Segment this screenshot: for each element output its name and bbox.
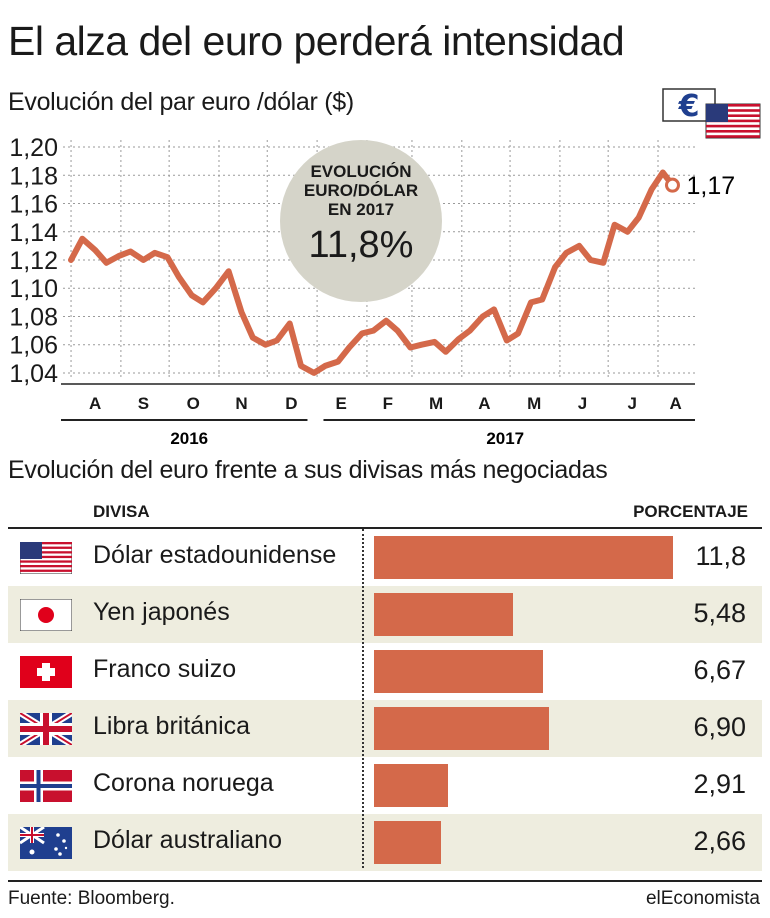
- bar-value-label: 6,90: [693, 712, 746, 742]
- australia-flag-icon: [20, 827, 72, 859]
- currency-name: Dólar australiano: [93, 826, 282, 854]
- month-label: E: [336, 394, 347, 413]
- bar-value-label: 2,66: [693, 826, 746, 856]
- y-tick-label: 1,10: [9, 275, 58, 303]
- ytd-badge: EVOLUCIÓN EURO/DÓLAR EN 2017 11,8%: [280, 140, 442, 302]
- badge-line-1: EVOLUCIÓN: [310, 162, 412, 181]
- currency-name: Franco suizo: [93, 655, 237, 683]
- month-label: M: [429, 394, 443, 413]
- y-tick-label: 1,20: [9, 134, 58, 162]
- switzerland-flag-icon: [20, 656, 72, 688]
- uk-flag-icon: [20, 713, 72, 745]
- month-label: A: [670, 394, 682, 413]
- euro-symbol: €: [678, 89, 700, 124]
- bar: [374, 593, 513, 636]
- column-header-divisa: DIVISA: [93, 502, 150, 521]
- currency-row: Dólar estadounidense 11,8: [8, 529, 762, 586]
- bar: [374, 650, 543, 693]
- badge-line-2: EURO/DÓLAR: [303, 181, 419, 200]
- bar: [374, 821, 442, 864]
- bar: [374, 764, 448, 807]
- currency-table: DIVISA PORCENTAJE Dólar estadounidense 11…: [0, 498, 770, 871]
- chart-subtitle: Evolución del par euro /dólar ($): [8, 88, 354, 116]
- currency-row: Yen japonés 5,48: [8, 586, 762, 643]
- y-tick-label: 1,08: [9, 303, 58, 331]
- bar-value-label: 5,48: [693, 598, 746, 628]
- currency-row: Franco suizo 6,67: [8, 643, 762, 700]
- y-tick-label: 1,12: [9, 247, 58, 275]
- bar: [374, 536, 673, 579]
- table-header: DIVISA PORCENTAJE: [0, 498, 770, 529]
- y-tick-label: 1,18: [9, 162, 58, 190]
- header-rule: [8, 527, 762, 529]
- currency-rows: Dólar estadounidense 11,8 Yen japonés 5,48 F…: [8, 529, 762, 871]
- currency-name: Corona noruega: [93, 769, 274, 797]
- last-value-marker: [664, 177, 680, 193]
- currency-name: Yen japonés: [93, 598, 230, 626]
- section-title-currencies: Evolución del euro frente a sus divisas …: [8, 456, 608, 484]
- last-value-label: 1,17: [686, 172, 735, 200]
- footer-rule: [8, 880, 762, 882]
- month-label: A: [478, 394, 490, 413]
- month-label: A: [89, 394, 101, 413]
- currency-name: Dólar estadounidense: [93, 541, 337, 569]
- page-title: El alza del euro perderá intensidad: [8, 18, 625, 64]
- month-label: N: [235, 394, 247, 413]
- dotted-divider: [362, 529, 364, 868]
- currency-row: Dólar australiano 2,66: [8, 814, 762, 871]
- y-tick-label: 1,06: [9, 332, 58, 360]
- bar-value-label: 11,8: [695, 541, 746, 571]
- month-label: J: [578, 394, 587, 413]
- badge-line-3: EN 2017: [327, 200, 395, 219]
- column-header-porcentaje: PORCENTAJE: [633, 502, 748, 521]
- source-note: Fuente: Bloomberg.: [8, 888, 175, 909]
- badge-value: 11,8%: [308, 224, 414, 266]
- month-label: S: [138, 394, 149, 413]
- currency-row: Corona noruega 2,91: [8, 757, 762, 814]
- month-label: J: [628, 394, 637, 413]
- y-tick-label: 1,14: [9, 219, 58, 247]
- brand-name: elEconomista: [645, 888, 760, 909]
- month-label: D: [285, 394, 297, 413]
- us-flag-icon: [20, 542, 72, 574]
- year-label-2017: 2017: [486, 429, 524, 448]
- bar-value-label: 2,91: [693, 769, 746, 799]
- month-label: M: [527, 394, 541, 413]
- year-label-2016: 2016: [170, 429, 208, 448]
- euro-dollar-flags: €: [662, 88, 761, 139]
- month-label: F: [383, 394, 393, 413]
- bar: [374, 707, 549, 750]
- us-flag-icon: [705, 103, 761, 139]
- y-tick-label: 1,04: [9, 360, 58, 388]
- japan-flag-icon: [20, 599, 72, 631]
- eurusd-series-line: [68, 169, 676, 376]
- y-tick-label: 1,16: [9, 191, 58, 219]
- currency-name: Libra británica: [93, 712, 251, 740]
- bar-value-label: 6,67: [693, 655, 746, 685]
- month-label: O: [187, 394, 200, 413]
- currency-row: Libra británica 6,90: [8, 700, 762, 757]
- norway-flag-icon: [20, 770, 72, 802]
